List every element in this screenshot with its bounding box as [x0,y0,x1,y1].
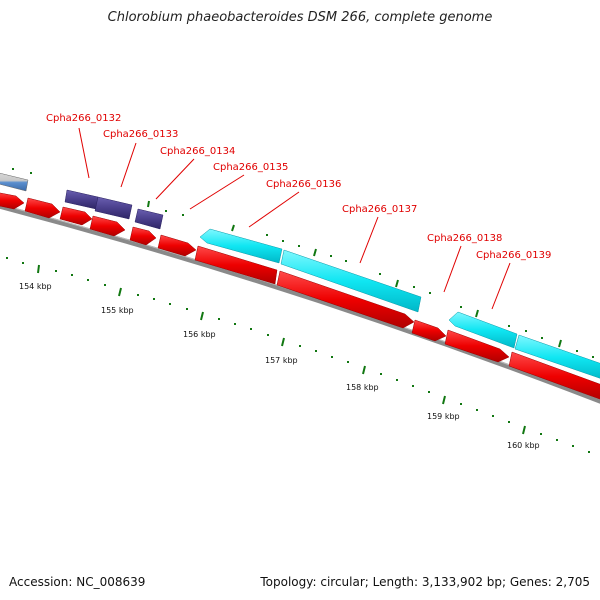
genome-summary-text: Topology: circular; Length: 3,133,902 bp… [260,575,590,589]
tick-label: 157 kbp [265,356,298,365]
gene-arrow[interactable] [89,215,126,237]
label-leader-line [248,191,300,228]
label-leader-line [120,142,137,188]
upper-tick-row [12,168,594,358]
gene-label: Cpha266_0138 [427,233,502,244]
upper-feature-lane [0,172,600,380]
upper-major-ticks [147,200,562,348]
gene-arrow[interactable] [411,319,447,342]
gene-arrow[interactable] [59,206,93,226]
map-title: Chlorobium phaeobacteroides DSM 266, com… [107,10,493,25]
gene-cpha266-0139[interactable] [514,334,600,380]
gene-arrow[interactable] [276,270,415,329]
tick-label: 154 kbp [19,282,52,291]
tick-label: 155 kbp [101,306,134,315]
gene-cpha266-0138[interactable] [448,311,518,349]
gene-label: Cpha266_0132 [46,113,121,124]
gene-label-layer: Cpha266_0132 Cpha266_0133 Cpha266_0134 C… [46,113,551,310]
gene-label: Cpha266_0137 [342,204,417,215]
gene-cpha266-0136[interactable] [199,228,283,264]
gene-label: Cpha266_0133 [103,129,178,140]
feature-cpha266-0134[interactable] [134,208,164,230]
label-leader-line [491,262,511,310]
gene-arrow[interactable] [508,351,600,401]
lower-tick-row [6,257,590,453]
gene-arrow[interactable] [444,329,510,363]
feature-cpha266-0132[interactable] [64,189,99,210]
lower-major-ticks [37,264,526,435]
label-leader-line [78,127,90,179]
tick-label: 156 kbp [183,330,216,339]
label-leader-line [189,174,245,210]
accession-text: Accession: NC_008639 [9,575,146,589]
label-leader-line [443,245,462,293]
gene-label: Cpha266_0136 [266,179,341,190]
genome-backbone [0,203,600,404]
feature-cpha266-0133[interactable] [94,196,133,220]
gene-arrow[interactable] [129,226,157,246]
gene-cpha266-0137[interactable] [280,249,422,313]
feature-grey-blue[interactable] [0,172,29,192]
gene-arrow[interactable] [157,234,197,257]
gene-label: Cpha266_0134 [160,146,235,157]
gene-arrow[interactable] [194,245,278,285]
tick-label: 160 kbp [507,441,540,450]
gene-arrow[interactable] [24,197,61,219]
gene-label: Cpha266_0135 [213,162,288,173]
lower-feature-lane [0,192,600,401]
tick-label: 159 kbp [427,412,460,421]
label-leader-line [155,158,195,200]
gene-label: Cpha266_0139 [476,250,551,261]
label-leader-line [359,216,379,264]
gene-arrow[interactable] [0,192,25,210]
tick-label: 158 kbp [346,383,379,392]
